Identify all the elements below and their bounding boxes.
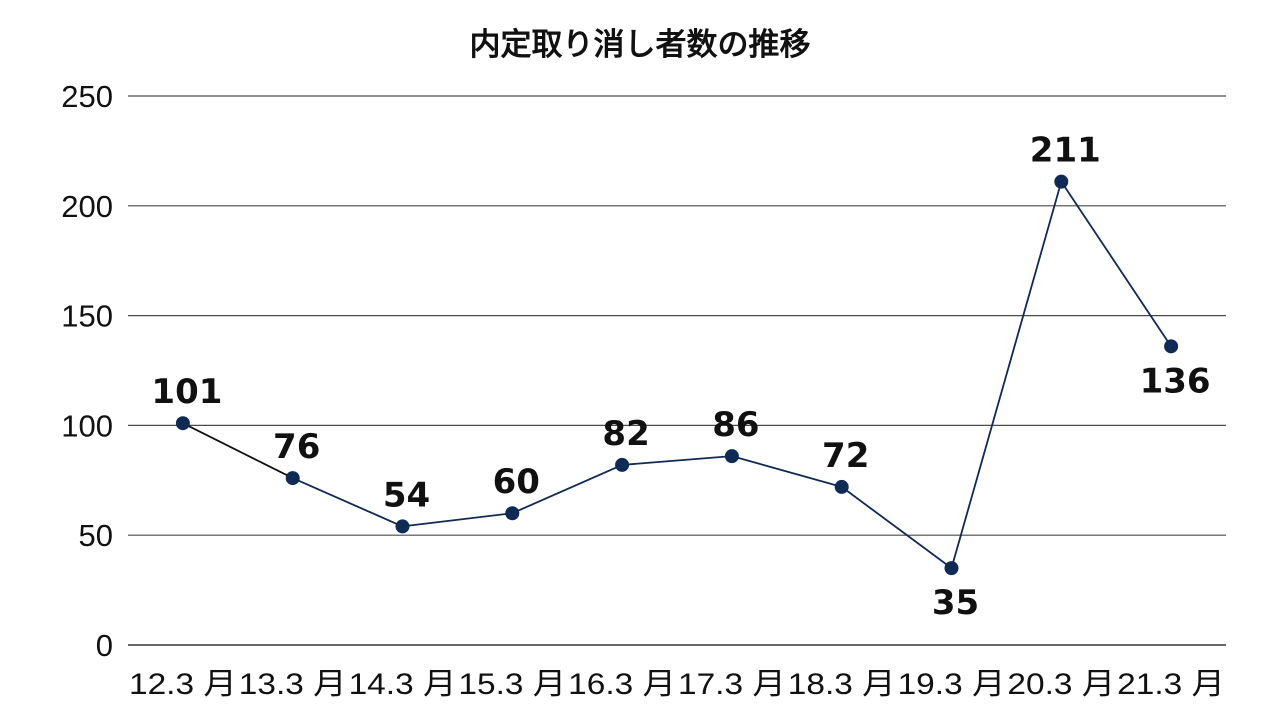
y-tick-label: 150 <box>61 299 113 334</box>
x-tick-label: 18.3 月 <box>788 668 896 701</box>
data-labels: 101 76 54 60 82 86 72 35 211 136 <box>151 131 1210 623</box>
series-line-segment <box>402 512 513 528</box>
x-tick-label: 20.3 月 <box>1007 668 1115 701</box>
y-tick-label: 0 <box>96 628 113 663</box>
y-axis-ticks: 0 50 100 150 200 250 <box>61 79 113 663</box>
y-tick-label: 250 <box>61 79 113 114</box>
y-tick-label: 50 <box>79 518 113 553</box>
series-line <box>182 181 1172 569</box>
data-label: 72 <box>822 436 869 476</box>
series-line-segment <box>182 422 294 479</box>
series-line-segment <box>841 486 953 569</box>
series-line-segment <box>950 181 1063 569</box>
y-tick-label: 200 <box>61 189 113 224</box>
data-point <box>285 471 300 486</box>
series-line-segment <box>731 455 842 488</box>
series-points <box>175 174 1179 576</box>
data-point <box>724 449 739 464</box>
data-label: 60 <box>493 462 540 502</box>
data-label: 136 <box>1140 361 1211 401</box>
data-point <box>834 479 849 494</box>
chart-title: 内定取り消し者数の推移 <box>470 27 811 63</box>
x-axis-ticks: 12.3 月 13.3 月 14.3 月 15.3 月 16.3 月 17.3 月 18.3… <box>129 668 1225 701</box>
series-line-segment <box>292 477 403 528</box>
x-tick-label: 17.3 月 <box>678 668 786 701</box>
data-point <box>1164 339 1179 354</box>
x-tick-label: 16.3 月 <box>568 668 676 701</box>
data-label: 211 <box>1030 131 1101 171</box>
data-point <box>505 506 520 521</box>
x-tick-label: 14.3 月 <box>349 668 457 701</box>
x-tick-label: 12.3 月 <box>129 668 237 701</box>
data-label: 86 <box>712 405 759 445</box>
data-label: 35 <box>932 583 979 623</box>
data-label: 82 <box>602 414 649 454</box>
data-point <box>944 561 959 576</box>
data-point <box>1054 174 1069 189</box>
x-tick-label: 19.3 月 <box>898 668 1006 701</box>
x-tick-label: 15.3 月 <box>458 668 566 701</box>
y-tick-label: 100 <box>61 408 113 443</box>
series-line-segment <box>511 464 623 515</box>
gridlines <box>128 95 1226 646</box>
data-label: 76 <box>273 427 320 467</box>
data-label: 54 <box>383 475 430 515</box>
data-point <box>615 457 630 472</box>
x-tick-label: 21.3 月 <box>1117 668 1225 701</box>
series-line-segment <box>1060 181 1172 347</box>
data-point <box>395 519 410 534</box>
x-tick-label: 13.3 月 <box>239 668 347 701</box>
data-label: 101 <box>151 372 222 412</box>
data-point <box>175 416 190 431</box>
series-line-segment <box>622 455 732 466</box>
